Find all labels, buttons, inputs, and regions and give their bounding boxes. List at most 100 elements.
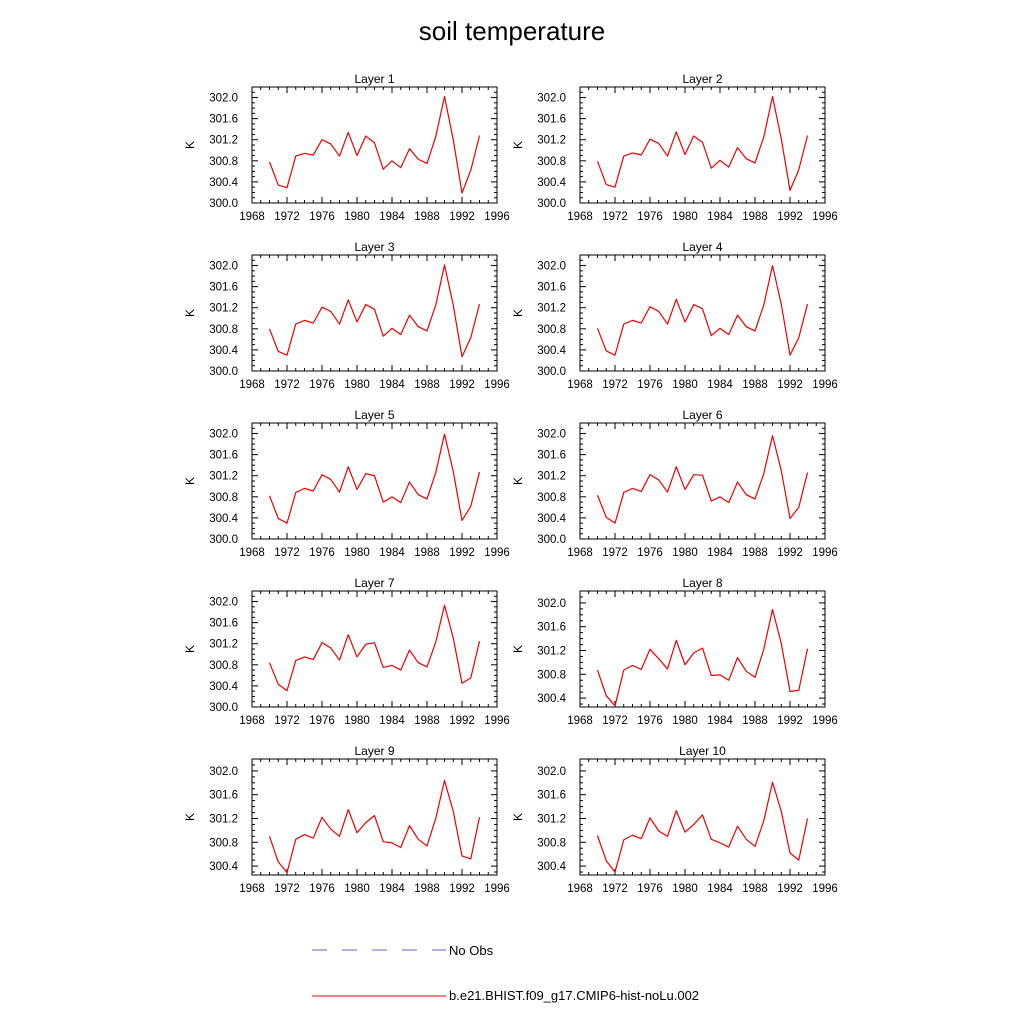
series-line	[268, 779, 481, 874]
x-tick-label: 1996	[484, 883, 510, 895]
y-tick-label: 300.0	[209, 198, 238, 210]
y-axis-label: K	[183, 645, 197, 653]
y-tick-label: 301.6	[209, 790, 238, 802]
x-tick-label: 1972	[274, 883, 300, 895]
x-tick-label: 1988	[742, 883, 768, 895]
plot-frame	[579, 254, 826, 372]
panel-title: Layer 4	[682, 240, 722, 254]
y-tick-label: 300.8	[209, 324, 238, 336]
x-tick-label: 1996	[812, 379, 838, 391]
y-tick-label: 300.8	[537, 492, 566, 504]
x-tick-label: 1996	[484, 211, 510, 223]
x-tick-label: 1988	[414, 883, 440, 895]
panel-title: Layer 6	[682, 408, 722, 422]
x-tick-label: 1984	[379, 379, 405, 391]
x-tick-label: 1996	[484, 715, 510, 727]
x-tick-label: 1992	[777, 715, 803, 727]
y-tick-label: 300.0	[537, 366, 566, 378]
x-tick-label: 1980	[672, 211, 698, 223]
x-tick-label: 1976	[637, 211, 663, 223]
x-tick-label: 1976	[309, 379, 335, 391]
x-tick-label: 1968	[567, 715, 593, 727]
y-tick-label: 301.6	[209, 618, 238, 630]
y-tick-label: 300.4	[537, 693, 566, 705]
x-tick-label: 1984	[379, 883, 405, 895]
x-tick-label: 1984	[707, 715, 733, 727]
y-axis-label: K	[183, 141, 197, 149]
panel-title: Layer 7	[354, 576, 394, 590]
x-tick-label: 1980	[344, 547, 370, 559]
legend-model-label: b.e21.BHIST.f09_g17.CMIP6-hist-noLu.002	[449, 988, 699, 1003]
legend: No Obs b.e21.BHIST.f09_g17.CMIP6-hist-no…	[312, 943, 699, 1003]
x-tick-label: 1984	[707, 547, 733, 559]
x-tick-label: 1996	[484, 547, 510, 559]
panel-layer-9: Layer 9 K 1968 1972 1976 1980 1984 1988 1992 1996…	[183, 744, 510, 895]
x-tick-label: 1988	[414, 379, 440, 391]
x-tick-label: 1980	[344, 883, 370, 895]
legend-obs-label: No Obs	[449, 943, 494, 958]
y-tick-label: 301.6	[209, 282, 238, 294]
x-tick-label: 1976	[309, 547, 335, 559]
x-tick-label: 1976	[637, 715, 663, 727]
series-line	[596, 95, 809, 191]
y-tick-label: 301.6	[209, 450, 238, 462]
y-axis-label: K	[511, 309, 525, 317]
series-line	[596, 781, 809, 873]
y-tick-label: 300.4	[209, 345, 238, 357]
x-tick-label: 1992	[777, 379, 803, 391]
plot-frame	[251, 590, 498, 708]
panel-layer-4: Layer 4 K 1968 1972 1976 1980 1984 1988 1992 1996…	[511, 240, 838, 391]
x-tick-label: 1976	[309, 883, 335, 895]
x-tick-label: 1972	[602, 715, 628, 727]
y-tick-label: 300.4	[537, 177, 566, 189]
y-axis-label: K	[183, 813, 197, 821]
panel-layer-6: Layer 6 K 1968 1972 1976 1980 1984 1988 1992 1996…	[511, 408, 838, 559]
plot-frame	[579, 758, 826, 876]
y-tick-label: 301.2	[537, 471, 566, 483]
x-tick-label: 1976	[309, 715, 335, 727]
x-tick-label: 1968	[239, 379, 265, 391]
y-tick-label: 301.2	[209, 813, 238, 825]
y-tick-label: 300.4	[537, 513, 566, 525]
y-axis-label: K	[511, 813, 525, 821]
x-tick-label: 1968	[567, 547, 593, 559]
x-tick-label: 1980	[672, 883, 698, 895]
x-tick-label: 1980	[344, 715, 370, 727]
x-tick-label: 1992	[777, 211, 803, 223]
y-tick-label: 300.0	[209, 366, 238, 378]
panel-layer-7: Layer 7 K 1968 1972 1976 1980 1984 1988 1992 1996…	[183, 576, 510, 727]
y-tick-label: 300.8	[209, 837, 238, 849]
y-tick-label: 300.0	[209, 534, 238, 546]
x-tick-label: 1988	[414, 211, 440, 223]
y-tick-label: 301.6	[537, 114, 566, 126]
y-tick-label: 300.8	[537, 324, 566, 336]
y-tick-label: 302.0	[537, 429, 566, 441]
x-tick-label: 1996	[812, 715, 838, 727]
x-tick-label: 1980	[672, 547, 698, 559]
panel-title: Layer 9	[354, 744, 394, 758]
y-tick-label: 301.2	[537, 303, 566, 315]
series-line	[596, 264, 809, 356]
x-tick-label: 1976	[637, 883, 663, 895]
series-line	[268, 95, 481, 194]
x-tick-label: 1984	[379, 715, 405, 727]
y-tick-label: 300.8	[537, 156, 566, 168]
y-tick-label: 301.2	[537, 135, 566, 147]
y-tick-label: 302.0	[209, 261, 238, 273]
y-tick-label: 300.4	[209, 861, 238, 873]
series-line	[268, 433, 481, 524]
x-tick-label: 1980	[672, 715, 698, 727]
x-tick-label: 1988	[742, 379, 768, 391]
y-tick-label: 301.6	[537, 450, 566, 462]
y-tick-label: 300.8	[537, 669, 566, 681]
x-tick-label: 1972	[274, 715, 300, 727]
x-tick-label: 1968	[567, 883, 593, 895]
series-line	[268, 604, 481, 692]
y-axis-label: K	[183, 477, 197, 485]
y-tick-label: 300.4	[209, 177, 238, 189]
y-tick-label: 302.0	[537, 598, 566, 610]
x-tick-label: 1996	[812, 211, 838, 223]
x-tick-label: 1988	[414, 547, 440, 559]
panel-title: Layer 8	[682, 576, 722, 590]
